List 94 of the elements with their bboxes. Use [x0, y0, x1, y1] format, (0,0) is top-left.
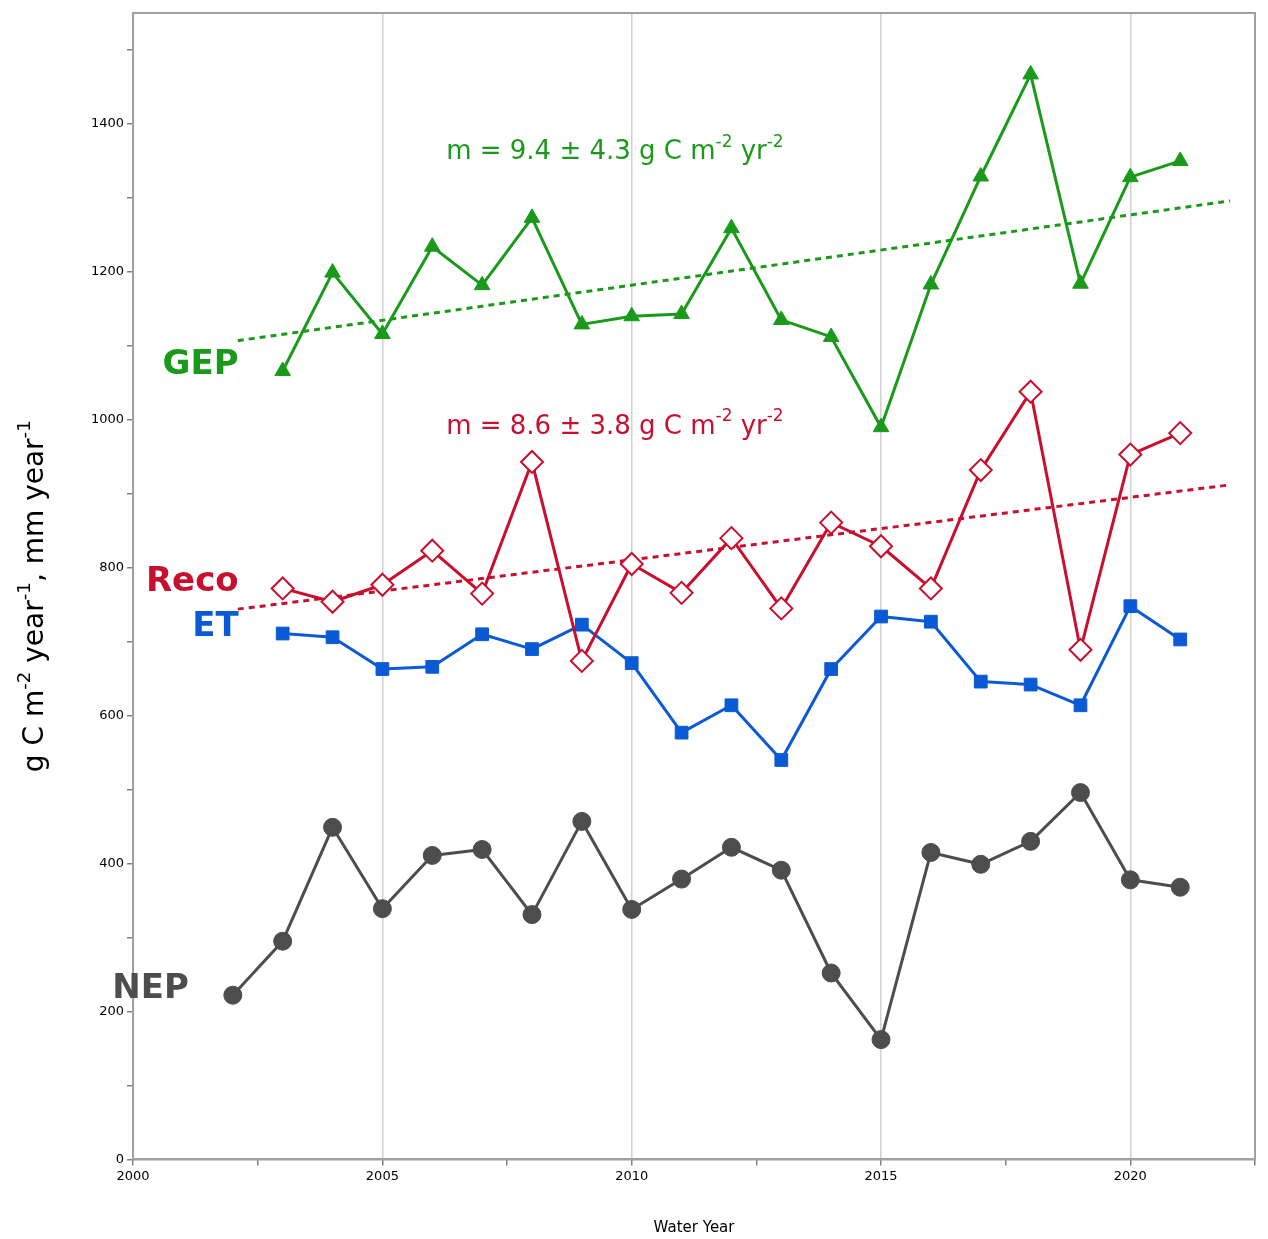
point — [972, 166, 990, 182]
point — [619, 552, 644, 577]
point — [824, 662, 839, 676]
point — [872, 417, 890, 433]
point — [622, 899, 642, 919]
point — [674, 725, 689, 740]
x-tick-label: 2015 — [864, 1167, 898, 1183]
point — [973, 674, 988, 689]
point — [324, 263, 341, 278]
x-tick-label: 2000 — [116, 1167, 150, 1183]
point — [425, 659, 440, 674]
point — [320, 589, 345, 614]
point — [773, 310, 790, 325]
point — [574, 617, 589, 632]
point — [721, 837, 741, 857]
point — [274, 361, 291, 376]
y-tick-label: 1200 — [90, 263, 125, 279]
point — [1173, 632, 1188, 647]
point — [669, 580, 694, 605]
point — [325, 630, 340, 645]
point — [223, 985, 243, 1005]
y-tick-label: 400 — [99, 854, 125, 870]
point — [375, 662, 390, 676]
y-tick-label: 0 — [115, 1150, 125, 1166]
point — [1123, 599, 1138, 614]
point — [1018, 379, 1043, 404]
series-label: ET — [192, 604, 240, 645]
point — [719, 526, 744, 551]
point — [1171, 151, 1189, 166]
point — [821, 963, 841, 983]
point — [1072, 274, 1089, 289]
point — [423, 237, 441, 252]
point — [1168, 421, 1193, 446]
point — [473, 275, 491, 291]
point — [472, 840, 492, 859]
point — [874, 609, 888, 624]
point — [1170, 877, 1190, 897]
point — [422, 845, 442, 865]
point — [1070, 783, 1090, 803]
x-axis-title: Water Year — [653, 1217, 736, 1236]
point — [968, 458, 993, 483]
point — [470, 581, 495, 606]
point — [918, 576, 943, 601]
y-tick-label: 1400 — [90, 115, 125, 131]
point — [924, 614, 938, 629]
point — [971, 854, 991, 874]
point — [769, 596, 794, 621]
point — [270, 576, 295, 601]
y-tick-label: 800 — [99, 559, 125, 575]
point — [723, 218, 740, 234]
point — [724, 698, 739, 713]
point — [1120, 870, 1140, 890]
point — [819, 510, 844, 535]
point — [525, 642, 539, 656]
y-tick-label: 1000 — [90, 411, 125, 427]
point — [624, 656, 639, 670]
point — [1118, 442, 1143, 467]
x-tick-label: 2005 — [365, 1167, 399, 1183]
x-tick-label: 2010 — [615, 1167, 649, 1183]
point — [519, 449, 544, 474]
point — [1122, 167, 1139, 183]
y-tick-label: 600 — [99, 707, 125, 723]
point — [522, 905, 542, 925]
point — [1023, 677, 1038, 692]
point — [323, 817, 343, 837]
point — [822, 327, 840, 342]
point — [523, 208, 541, 223]
point — [869, 534, 894, 559]
point — [1021, 831, 1041, 851]
point — [475, 627, 489, 642]
point — [370, 572, 395, 597]
point — [1073, 698, 1088, 713]
point — [771, 860, 791, 880]
point — [374, 324, 391, 339]
series-label: GEP — [162, 341, 239, 382]
point — [871, 1030, 891, 1050]
point — [922, 274, 940, 290]
point — [673, 304, 690, 320]
point — [275, 626, 290, 641]
point — [1022, 64, 1039, 80]
point — [672, 869, 692, 889]
point — [573, 314, 591, 330]
point — [420, 538, 445, 563]
point — [569, 648, 594, 673]
point — [572, 811, 592, 831]
point — [774, 753, 789, 767]
point — [273, 931, 293, 951]
x-tick-label: 2020 — [1113, 1167, 1147, 1183]
point — [921, 842, 941, 862]
y-axis-title: g C m-2 year-1, mm year-1 — [12, 420, 51, 773]
point — [1068, 637, 1093, 662]
series-label: Reco — [145, 559, 239, 600]
point — [372, 899, 392, 919]
point — [623, 306, 641, 322]
